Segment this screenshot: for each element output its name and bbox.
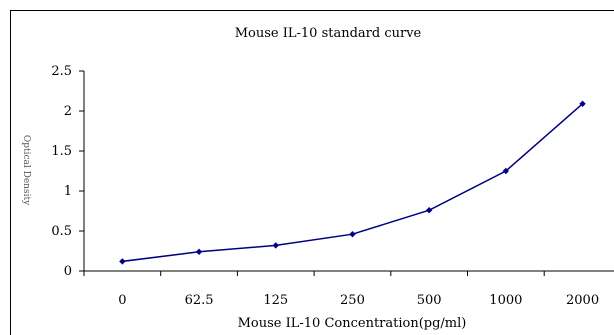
- x-tick-label: 250: [340, 293, 365, 308]
- y-tick-label: 1.5: [51, 144, 72, 159]
- tick-labels: 0 0.5 1 1.5 2 2.5 0 62.5 125 250 500 1000 2000: [51, 64, 599, 308]
- data-point: [349, 231, 356, 238]
- y-tick-label: 2: [64, 104, 72, 119]
- x-tick-label: 0: [118, 293, 126, 308]
- chart-frame: [10, 10, 614, 335]
- data-point: [425, 207, 433, 214]
- data-point: [502, 167, 510, 175]
- y-tick-label: 0.5: [51, 224, 72, 239]
- x-tick-label: 62.5: [185, 293, 214, 308]
- series-line: [122, 103, 583, 263]
- data-point: [579, 100, 586, 107]
- data-point: [119, 258, 126, 265]
- data-point: [272, 242, 279, 249]
- x-tick-label: 1000: [489, 293, 522, 308]
- y-tick-label: 2.5: [51, 64, 72, 79]
- series-group: [119, 100, 586, 265]
- y-axis-title: Optical Density: [21, 135, 31, 206]
- data-point: [195, 248, 203, 255]
- y-tick-label: 0: [64, 264, 72, 279]
- x-axis-title: Mouse IL-10 Concentration(pg/ml): [238, 316, 467, 331]
- chart-title: Mouse IL-10 standard curve: [235, 26, 422, 41]
- x-tick-label: 125: [263, 293, 288, 308]
- axes: [79, 70, 614, 276]
- x-tick-label: 500: [417, 293, 442, 308]
- y-tick-label: 1: [64, 184, 72, 199]
- x-tick-label: 2000: [566, 293, 599, 308]
